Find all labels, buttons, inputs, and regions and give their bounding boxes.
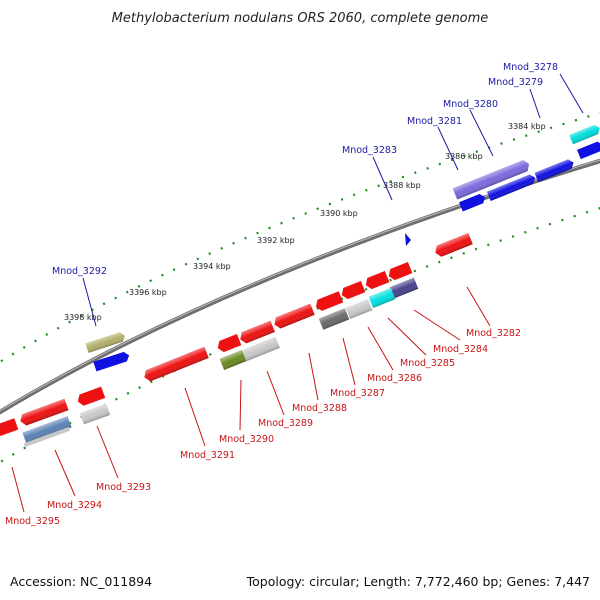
kbp-label: 3388 kbp — [383, 181, 421, 190]
gene-feature[interactable] — [93, 351, 130, 372]
kbp-label: 3384 kbp — [508, 122, 546, 131]
gene-feature[interactable] — [433, 232, 473, 258]
gene-label[interactable]: Mnod_3285 — [400, 358, 455, 369]
gene-feature[interactable] — [216, 333, 242, 354]
gene-feature[interactable] — [345, 298, 373, 320]
gene-feature[interactable] — [368, 287, 396, 309]
gene-feature[interactable] — [23, 426, 71, 448]
gene-label[interactable]: Mnod_3295 — [5, 516, 60, 527]
gene-label[interactable]: Mnod_3280 — [443, 99, 498, 110]
genome-summary-text: Topology: circular; Length: 7,772,460 bp… — [246, 574, 590, 589]
gene-feature[interactable] — [569, 123, 600, 145]
gene-label[interactable]: Mnod_3278 — [503, 62, 558, 73]
strand-marker-icon — [405, 233, 411, 246]
gene-label[interactable]: Mnod_3294 — [47, 500, 102, 511]
map-title: Methylobacterium nodulans ORS 2060, comp… — [112, 11, 489, 26]
accession-text: Accession: NC_011894 — [10, 574, 152, 589]
gene-label[interactable]: Mnod_3289 — [258, 418, 313, 429]
gene-label[interactable]: Mnod_3290 — [219, 434, 274, 445]
gene-feature[interactable] — [486, 173, 537, 202]
reverse-strand-genes — [0, 232, 473, 448]
gene-feature[interactable] — [0, 418, 19, 437]
bottom-leader-lines — [11, 286, 491, 513]
kbp-label: 3392 kbp — [257, 236, 295, 245]
top-leader-lines — [82, 73, 584, 327]
gene-feature[interactable] — [314, 291, 344, 312]
genome-backbone-highlight — [0, 159, 600, 412]
gene-feature[interactable] — [459, 192, 487, 212]
kbp-label: 3394 kbp — [193, 262, 231, 271]
gene-feature[interactable] — [387, 261, 413, 282]
gene-label[interactable]: Mnod_3291 — [180, 450, 235, 461]
gene-feature[interactable] — [389, 277, 419, 299]
gene-label[interactable]: Mnod_3279 — [488, 77, 543, 88]
gene-feature[interactable] — [142, 346, 209, 383]
gene-label[interactable]: Mnod_3282 — [466, 328, 521, 339]
top-gene-labels: Mnod_3278 Mnod_3279 Mnod_3280 Mnod_3281 … — [52, 62, 558, 277]
gene-feature[interactable] — [340, 280, 366, 301]
gene-feature[interactable] — [18, 398, 69, 427]
gene-feature[interactable] — [242, 336, 280, 362]
bottom-gene-labels: Mnod_3282 Mnod_3284 Mnod_3285 Mnod_3286 … — [5, 328, 521, 527]
kbp-label: 3386 kbp — [445, 152, 483, 161]
gene-label[interactable]: Mnod_3287 — [330, 388, 385, 399]
kbp-label: 3398 kbp — [64, 313, 102, 322]
gene-label[interactable]: Mnod_3293 — [96, 482, 151, 493]
gene-feature[interactable] — [364, 270, 390, 291]
gene-feature[interactable] — [219, 349, 247, 371]
gene-label[interactable]: Mnod_3286 — [367, 373, 422, 384]
gene-feature[interactable] — [452, 158, 532, 200]
gene-feature[interactable] — [76, 386, 106, 408]
kbp-labels: 3384 kbp 3386 kbp 3388 kbp 3390 kbp 3392… — [64, 122, 546, 322]
gene-label[interactable]: Mnod_3284 — [433, 344, 488, 355]
gene-feature[interactable] — [318, 308, 350, 330]
gene-feature[interactable] — [534, 158, 576, 183]
gene-feature[interactable] — [272, 303, 315, 330]
forward-strand-genes — [85, 123, 600, 372]
genome-backbone — [0, 158, 600, 415]
gene-label[interactable]: Mnod_3283 — [342, 145, 397, 156]
kbp-label: 3390 kbp — [320, 209, 358, 218]
gene-feature[interactable] — [22, 416, 72, 444]
kbp-label: 3396 kbp — [129, 288, 167, 297]
gene-feature[interactable] — [238, 320, 275, 345]
gene-feature[interactable] — [577, 140, 600, 160]
gene-label[interactable]: Mnod_3281 — [407, 116, 462, 127]
gene-feature[interactable] — [79, 403, 111, 425]
gene-feature[interactable] — [85, 331, 126, 353]
gene-label[interactable]: Mnod_3292 — [52, 266, 107, 277]
gene-label[interactable]: Mnod_3288 — [292, 403, 347, 414]
tick-track-outer — [0, 111, 600, 364]
